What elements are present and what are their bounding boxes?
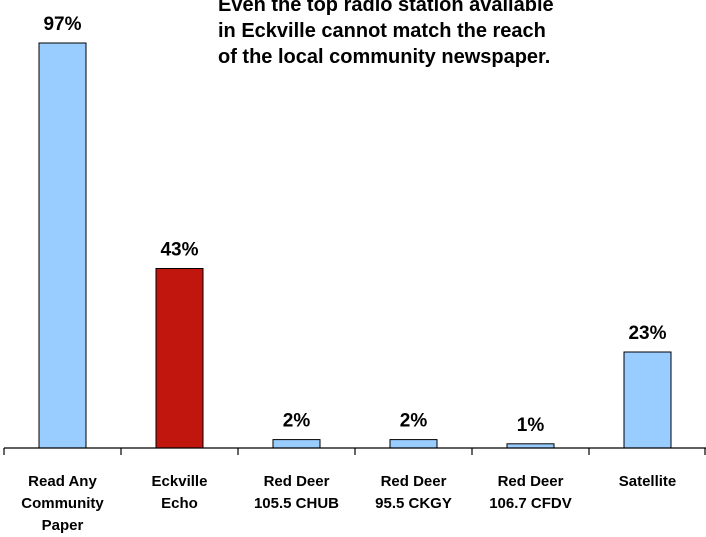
value-label-2: 2%	[283, 411, 311, 432]
bar-2	[272, 439, 321, 449]
chart-annotation: Even the top radio station available in …	[218, 0, 554, 68]
bar-1	[155, 268, 204, 449]
category-label-2: Red Deer 105.5 CHUB	[254, 473, 339, 512]
value-label-5: 23%	[628, 323, 666, 344]
category-label-3: Red Deer 95.5 CKGY	[375, 473, 452, 512]
bars-group	[38, 42, 672, 449]
value-label-3: 2%	[400, 411, 428, 432]
bar-4	[506, 443, 555, 449]
category-label-5: Satellite	[619, 473, 677, 490]
value-label-0: 97%	[43, 14, 81, 35]
category-labels-group: Read Any Community Paper Eckville Echo Red De…	[21, 473, 676, 534]
bar-5	[623, 351, 672, 449]
value-label-4: 1%	[517, 415, 545, 436]
category-label-1: Eckville Echo	[152, 473, 208, 512]
x-axis	[3, 447, 706, 455]
category-label-0: Read Any Community Paper	[21, 473, 104, 534]
bar-3	[389, 439, 438, 449]
bar-0	[38, 42, 87, 449]
value-labels-group: 97% 43% 2% 2% 1% 23%	[43, 14, 666, 436]
category-label-4: Red Deer 106.7 CFDV	[489, 473, 572, 512]
value-label-1: 43%	[160, 240, 198, 261]
